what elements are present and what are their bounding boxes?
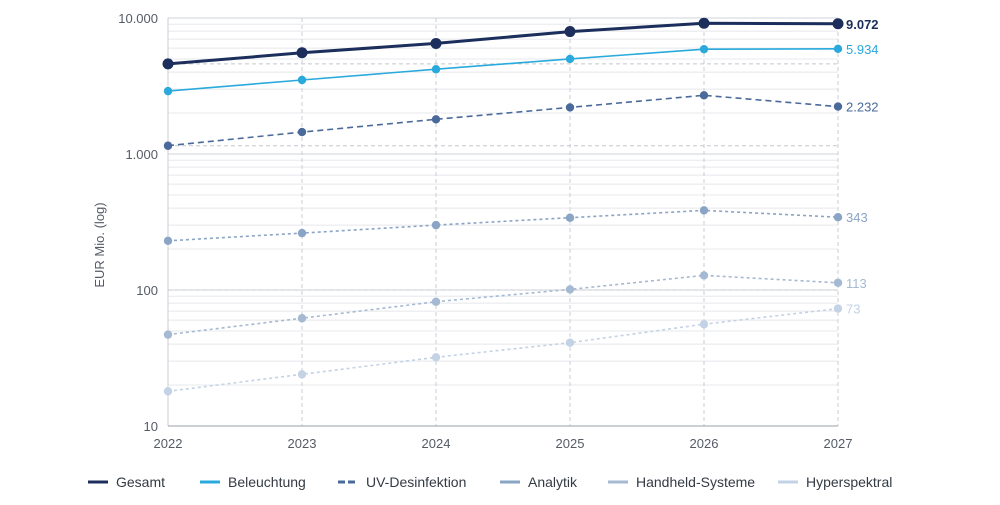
data-point bbox=[699, 44, 709, 54]
series-line bbox=[167, 21, 839, 66]
data-point bbox=[163, 86, 173, 96]
legend-label: Handheld-Systeme bbox=[636, 474, 755, 490]
legend-label: UV-Desinfektion bbox=[366, 474, 466, 490]
data-point bbox=[296, 47, 308, 59]
data-point bbox=[163, 387, 173, 396]
data-point bbox=[832, 18, 844, 30]
data-point bbox=[833, 102, 843, 111]
legend-item: Hyperspektral bbox=[778, 474, 892, 490]
data-point bbox=[430, 37, 442, 49]
series-line bbox=[167, 94, 839, 147]
y-tick-label: 1.000 bbox=[125, 147, 158, 162]
data-point bbox=[833, 44, 843, 54]
series: 73 113 343 2.232 5.934 9.072 bbox=[162, 17, 879, 396]
end-value-label: 113 bbox=[846, 276, 867, 291]
legend-label: Gesamt bbox=[116, 474, 165, 490]
legend-item: UV-Desinfektion bbox=[338, 474, 466, 490]
y-tick-label: 100 bbox=[136, 283, 158, 298]
legend-item: Handheld-Systeme bbox=[608, 474, 755, 490]
data-point bbox=[565, 285, 575, 294]
data-point bbox=[163, 236, 173, 246]
series-handheld-systeme: 113 bbox=[163, 271, 867, 339]
data-point bbox=[431, 353, 441, 362]
series-line bbox=[167, 209, 839, 242]
axes: EUR Mio. (log) 10 100 1.000 10.000 2022 2023 2… bbox=[92, 11, 852, 451]
series-beleuchtung: 5.934 bbox=[163, 42, 879, 96]
series-line bbox=[167, 307, 839, 393]
data-point bbox=[833, 278, 843, 287]
data-point bbox=[297, 228, 307, 238]
series-uv-desinfektion: 2.232 bbox=[163, 91, 879, 150]
x-tick-label: 2027 bbox=[824, 436, 853, 451]
grid bbox=[167, 17, 839, 427]
data-point bbox=[431, 65, 441, 74]
end-value-label: 9.072 bbox=[846, 17, 879, 32]
data-point bbox=[297, 370, 307, 379]
data-point bbox=[431, 115, 441, 124]
series-gesamt: 9.072 bbox=[162, 17, 879, 70]
x-tick-label: 2023 bbox=[288, 436, 317, 451]
data-point bbox=[431, 220, 441, 230]
data-point bbox=[565, 103, 575, 112]
data-point bbox=[698, 17, 710, 29]
y-tick-label: 10.000 bbox=[118, 11, 158, 26]
data-point bbox=[833, 213, 843, 222]
data-point bbox=[699, 206, 709, 215]
data-point bbox=[565, 54, 575, 64]
end-value-label: 343 bbox=[846, 210, 868, 225]
data-point bbox=[431, 297, 441, 306]
end-value-label: 2.232 bbox=[846, 100, 879, 115]
data-point bbox=[297, 75, 307, 85]
legend-label: Beleuchtung bbox=[228, 474, 306, 490]
end-value-label: 73 bbox=[846, 302, 860, 317]
series-analytik: 343 bbox=[163, 206, 868, 246]
series-line bbox=[167, 274, 839, 336]
legend-label: Analytik bbox=[528, 474, 578, 490]
data-point bbox=[833, 304, 843, 313]
legend-label: Hyperspektral bbox=[806, 474, 892, 490]
legend-item: Beleuchtung bbox=[200, 474, 306, 490]
series-hyperspektral: 73 bbox=[163, 302, 860, 396]
x-tick-label: 2022 bbox=[154, 436, 183, 451]
data-point bbox=[565, 213, 575, 222]
data-point bbox=[162, 58, 174, 70]
data-point bbox=[564, 26, 576, 38]
data-point bbox=[699, 91, 709, 100]
data-point bbox=[163, 330, 173, 339]
data-point bbox=[297, 127, 307, 137]
legend-item: Analytik bbox=[500, 474, 578, 490]
data-point bbox=[699, 271, 709, 280]
x-tick-label: 2026 bbox=[690, 436, 719, 451]
legend-item: Gesamt bbox=[88, 474, 165, 490]
data-point bbox=[565, 338, 575, 347]
legend: Gesamt Beleuchtung UV-Desinfektion Analytik… bbox=[88, 474, 892, 490]
x-tick-label: 2024 bbox=[422, 436, 451, 451]
x-tick-label: 2025 bbox=[556, 436, 585, 451]
y-axis-label: EUR Mio. (log) bbox=[92, 202, 107, 287]
data-point bbox=[297, 314, 307, 323]
series-line bbox=[167, 48, 839, 92]
data-point bbox=[163, 141, 173, 150]
end-value-label: 5.934 bbox=[846, 42, 879, 57]
y-tick-label: 10 bbox=[144, 419, 158, 434]
data-point bbox=[699, 320, 709, 329]
